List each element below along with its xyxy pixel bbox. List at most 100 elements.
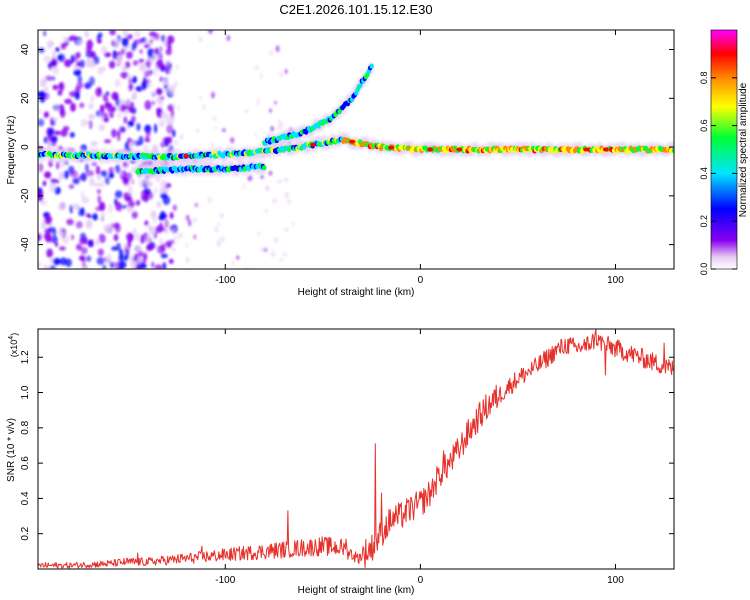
noise-blob — [168, 68, 173, 75]
noise-blob — [124, 141, 130, 151]
noise-blob — [89, 50, 96, 59]
band-core — [369, 63, 374, 69]
colorbar-tick-label: 0.0 — [699, 263, 709, 276]
noise-blob — [169, 212, 174, 219]
spectrogram-ytick-label: 40 — [20, 44, 31, 56]
noise-blob — [120, 204, 128, 209]
noise-blob — [162, 38, 168, 48]
snr-series — [38, 329, 674, 569]
snr-ytick-label: 0.4 — [20, 491, 31, 505]
snr-ylabel: SNR (10 * v/v) — [6, 418, 17, 482]
noise-blob — [38, 262, 41, 268]
noise-blob — [245, 266, 249, 269]
noise-blob — [270, 251, 276, 258]
noise-blob — [169, 239, 175, 244]
noise-blob — [48, 265, 57, 269]
noise-blob — [69, 204, 74, 214]
noise-blob — [111, 91, 118, 101]
noise-blob — [115, 201, 121, 211]
noise-blob — [272, 198, 277, 204]
snr-multiplier: (x104) — [8, 333, 19, 357]
noise-blob — [274, 101, 277, 105]
noise-blob — [47, 127, 55, 136]
noise-blob — [52, 116, 59, 122]
noise-blob — [127, 99, 130, 103]
noise-blob — [260, 174, 264, 179]
noise-blob — [63, 126, 70, 132]
noise-blob — [49, 182, 57, 193]
noise-blob — [145, 130, 151, 137]
noise-blob — [185, 214, 190, 221]
noise-blob — [269, 108, 272, 113]
noise-blob — [147, 48, 155, 57]
noise-blob — [43, 264, 49, 269]
noise-blob — [134, 264, 142, 269]
noise-blob — [47, 226, 56, 232]
noise-blob — [138, 135, 144, 146]
snr-multiplier-base: (x10 — [9, 340, 19, 358]
spectrogram-axes: -100 0 100 -40 -20 0 20 40 — [20, 30, 674, 286]
noise-blob — [160, 111, 168, 119]
noise-blob — [132, 76, 137, 84]
noise-blob — [104, 176, 110, 185]
noise-blob — [226, 35, 231, 41]
noise-blob — [80, 232, 87, 240]
noise-blob — [137, 249, 144, 258]
noise-blob — [132, 60, 139, 66]
noise-blob — [89, 59, 96, 68]
noise-blob — [257, 231, 260, 236]
noise-blob — [260, 247, 265, 252]
noise-blob — [64, 98, 73, 104]
noise-blob — [113, 234, 119, 242]
noise-blob — [172, 204, 177, 211]
band-peak — [602, 147, 609, 152]
noise-blob — [43, 111, 49, 118]
noise-blob — [132, 228, 137, 234]
noise-blob — [153, 217, 157, 224]
noise-blob — [145, 60, 152, 69]
band-core — [358, 82, 363, 88]
noise-blob — [115, 97, 120, 107]
noise-blob — [91, 161, 98, 166]
noise-blob — [116, 105, 121, 112]
noise-blob — [127, 120, 135, 127]
colorbar-tick-label: 0.8 — [699, 72, 709, 85]
noise-blob — [79, 102, 85, 109]
noise-blob — [44, 92, 50, 100]
noise-blob — [192, 217, 197, 224]
noise-blob — [74, 52, 79, 63]
noise-blob — [134, 39, 138, 45]
noise-blob — [143, 79, 150, 84]
noise-blob — [158, 222, 164, 233]
noise-blob — [159, 210, 166, 221]
noise-blob — [185, 243, 188, 248]
noise-blob — [59, 246, 66, 251]
noise-blob — [221, 128, 226, 133]
noise-blob — [277, 179, 283, 184]
noise-blob — [277, 124, 283, 130]
noise-blob — [60, 42, 67, 50]
noise-blob — [153, 231, 158, 239]
noise-blob — [247, 175, 253, 182]
noise-blob — [95, 165, 101, 176]
noise-blob — [156, 107, 163, 115]
noise-blob — [282, 252, 287, 257]
noise-blob — [62, 36, 70, 42]
noise-blob — [145, 135, 149, 143]
noise-blob — [269, 49, 273, 56]
noise-blob — [102, 117, 110, 123]
noise-blob — [172, 236, 178, 241]
noise-blob — [165, 221, 171, 225]
noise-blob — [158, 53, 163, 60]
noise-blob — [75, 221, 83, 229]
noise-blob — [175, 65, 179, 70]
noise-blob — [59, 109, 66, 118]
noise-blob — [109, 61, 115, 69]
noise-blob — [128, 185, 133, 196]
noise-blob — [77, 39, 83, 45]
noise-blob — [236, 255, 240, 260]
noise-blob — [154, 123, 158, 134]
noise-blob — [123, 254, 128, 262]
noise-blob — [263, 247, 268, 252]
